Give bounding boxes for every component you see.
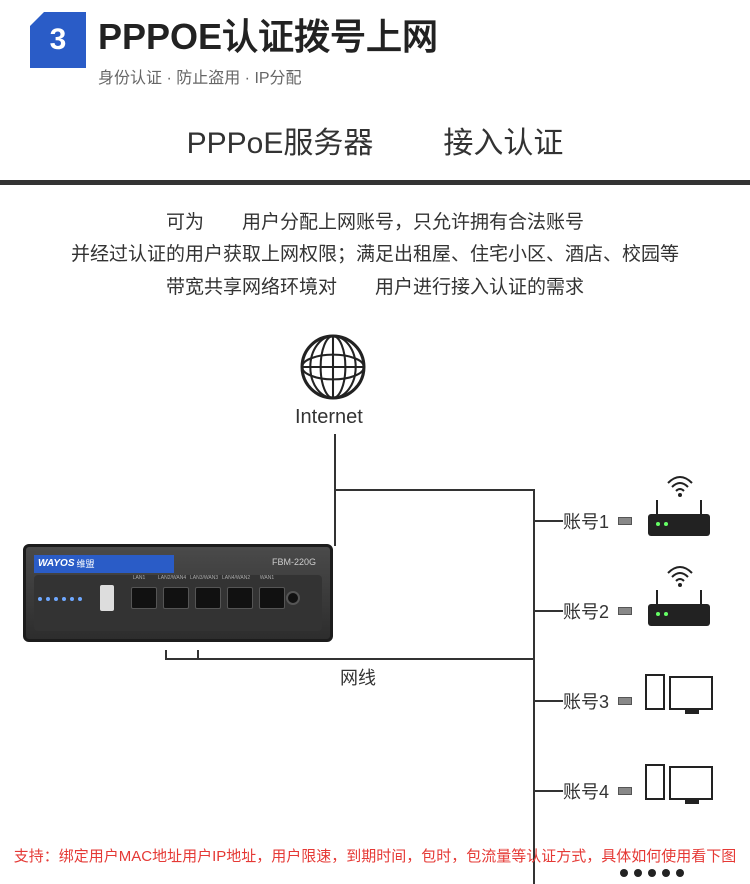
router-body: WAYOS 维盟 FBM-220G LAN1 LAN2/WAN4 LAN3/WA… bbox=[23, 544, 333, 642]
pc-1 bbox=[645, 674, 713, 710]
account-1-label: 账号1 bbox=[563, 508, 609, 534]
wifi-router-2 bbox=[648, 604, 710, 626]
port-labels: LAN1 LAN2/WAN4 LAN3/WAN3 LAN4/WAN2 WAN1 bbox=[126, 575, 280, 581]
desc-line-3: 带宽共享网络环境对 用户进行接入认证的需求 bbox=[20, 272, 730, 304]
globe-icon bbox=[300, 334, 366, 405]
usb-port bbox=[100, 585, 114, 611]
wifi-icon-2 bbox=[664, 559, 696, 596]
desc-line-2: 并经过认证的用户获取上网权限；满足出租屋、住宅小区、酒店、校园等 bbox=[20, 239, 730, 271]
branch-1: 账号1 bbox=[533, 508, 635, 534]
line-top bbox=[334, 489, 535, 491]
subtitle-right: 接入认证 bbox=[443, 118, 563, 162]
network-diagram: Internet 网线 WAYOS 维盟 FBM-220G LAN1 LAN2/… bbox=[0, 324, 750, 844]
pc-2 bbox=[645, 764, 713, 800]
line-cable bbox=[165, 658, 535, 660]
internet-label: Internet bbox=[295, 406, 363, 429]
branch-4: 账号4 bbox=[533, 778, 635, 804]
branch-3: 账号3 bbox=[533, 688, 635, 714]
plug-icon bbox=[618, 787, 632, 795]
router-logo-cn: 维盟 bbox=[76, 557, 94, 570]
account-2-label: 账号2 bbox=[563, 598, 609, 624]
account-3-label: 账号3 bbox=[563, 688, 609, 714]
subtitle-row: PPPoE服务器 接入认证 bbox=[0, 118, 750, 162]
title-block: PPPOE认证拨号上网 身份认证 · 防止盗用 · IP分配 bbox=[98, 8, 438, 88]
wifi-icon-1 bbox=[664, 469, 696, 506]
router-device: WAYOS 维盟 FBM-220G LAN1 LAN2/WAN4 LAN3/WA… bbox=[23, 544, 333, 654]
section-number: 3 bbox=[50, 23, 67, 57]
plug-icon bbox=[618, 517, 632, 525]
subtitle: 身份认证 · 防止盗用 · IP分配 bbox=[98, 64, 438, 88]
router-leds bbox=[38, 597, 82, 601]
router-brand-strip: WAYOS 维盟 bbox=[34, 555, 174, 573]
plug-icon bbox=[618, 697, 632, 705]
footer-note: 支持：绑定用户MAC地址用户IP地址，用户限速，到期时间，包时，包流量等认证方式… bbox=[0, 845, 750, 866]
description: 可为 用户分配上网账号，只允许拥有合法账号 并经过认证的用户获取上网权限；满足出… bbox=[0, 207, 750, 304]
footer-text: 绑定用户MAC地址用户IP地址，用户限速，到期时间，包时，包流量等认证方式，具体… bbox=[59, 848, 737, 865]
account-4-label: 账号4 bbox=[563, 778, 609, 804]
ellipsis-dots bbox=[620, 869, 684, 877]
section-header: 3 PPPOE认证拨号上网 身份认证 · 防止盗用 · IP分配 bbox=[0, 0, 750, 88]
line-trunk bbox=[533, 489, 535, 884]
router-model: FBM-220G bbox=[272, 557, 316, 567]
wifi-router-1 bbox=[648, 514, 710, 536]
cable-label: 网线 bbox=[340, 664, 376, 690]
power-port bbox=[286, 591, 300, 605]
footer-prefix: 支持： bbox=[14, 848, 59, 865]
desc-line-1: 可为 用户分配上网账号，只允许拥有合法账号 bbox=[20, 207, 730, 239]
branch-2: 账号2 bbox=[533, 598, 635, 624]
plug-icon bbox=[618, 607, 632, 615]
ethernet-ports bbox=[131, 587, 285, 609]
divider bbox=[0, 180, 750, 185]
main-title: PPPOE认证拨号上网 bbox=[98, 8, 438, 60]
router-logo: WAYOS bbox=[38, 558, 74, 569]
section-number-box: 3 bbox=[30, 12, 86, 68]
subtitle-left: PPPoE服务器 bbox=[187, 118, 374, 162]
